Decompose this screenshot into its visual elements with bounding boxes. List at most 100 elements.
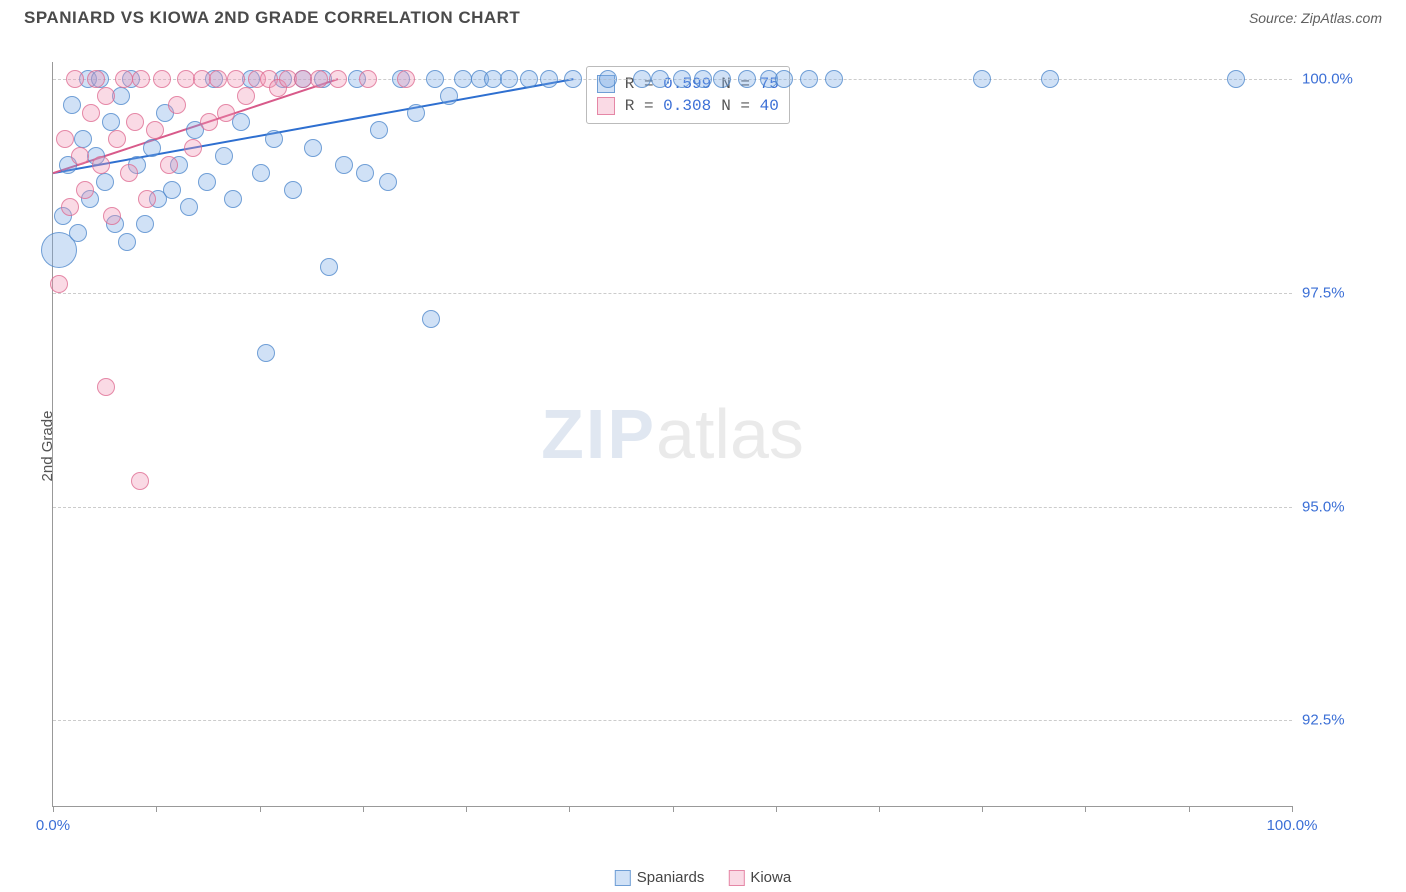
data-point — [69, 224, 87, 242]
data-point — [180, 198, 198, 216]
data-point — [97, 378, 115, 396]
data-point — [320, 258, 338, 276]
data-point — [329, 70, 347, 88]
data-point — [973, 70, 991, 88]
data-point — [61, 198, 79, 216]
y-tick-label: 92.5% — [1302, 712, 1372, 729]
source-label: Source: ZipAtlas.com — [1249, 10, 1382, 26]
trend-lines — [53, 62, 1292, 806]
data-point — [115, 70, 133, 88]
data-point — [252, 164, 270, 182]
data-point — [440, 87, 458, 105]
data-point — [304, 139, 322, 157]
data-point — [56, 130, 74, 148]
data-point — [87, 70, 105, 88]
x-tick — [1085, 806, 1086, 812]
x-tick — [156, 806, 157, 812]
data-point — [713, 70, 731, 88]
stats-row: R = 0.308 N = 40 — [597, 95, 779, 117]
data-point — [284, 181, 302, 199]
data-point — [131, 472, 149, 490]
watermark-light: atlas — [656, 395, 804, 473]
data-point — [198, 173, 216, 191]
data-point — [335, 156, 353, 174]
data-point — [92, 156, 110, 174]
data-point — [97, 87, 115, 105]
data-point — [120, 164, 138, 182]
data-point — [694, 70, 712, 88]
watermark-bold: ZIP — [541, 395, 656, 473]
x-tick — [879, 806, 880, 812]
data-point — [108, 130, 126, 148]
data-point — [50, 275, 68, 293]
data-point — [132, 70, 150, 88]
legend-bottom: Spaniards Kiowa — [615, 869, 791, 886]
x-tick — [776, 806, 777, 812]
data-point — [136, 215, 154, 233]
data-point — [103, 207, 121, 225]
data-point — [76, 181, 94, 199]
data-point — [651, 70, 669, 88]
data-point — [74, 130, 92, 148]
data-point — [800, 70, 818, 88]
data-point — [146, 121, 164, 139]
chart-area: ZIPatlas R = 0.599 N = 75 R = 0.308 N = … — [52, 62, 1292, 807]
y-tick-label: 95.0% — [1302, 498, 1372, 515]
data-point — [71, 147, 89, 165]
data-point — [540, 70, 558, 88]
data-point — [599, 70, 617, 88]
legend-swatch — [728, 870, 744, 886]
legend-item: Spaniards — [615, 869, 705, 886]
data-point — [224, 190, 242, 208]
y-tick-label: 100.0% — [1302, 71, 1372, 88]
x-tick — [260, 806, 261, 812]
data-point — [237, 87, 255, 105]
data-point — [397, 70, 415, 88]
data-point — [564, 70, 582, 88]
x-tick — [569, 806, 570, 812]
data-point — [426, 70, 444, 88]
data-point — [217, 104, 235, 122]
data-point — [138, 190, 156, 208]
data-point — [825, 70, 843, 88]
x-tick-label: 100.0% — [1267, 817, 1318, 834]
data-point — [66, 70, 84, 88]
y-tick-label: 97.5% — [1302, 284, 1372, 301]
data-point — [422, 310, 440, 328]
data-point — [163, 181, 181, 199]
gridline-h — [53, 720, 1292, 721]
data-point — [82, 104, 100, 122]
x-tick-label: 0.0% — [36, 817, 70, 834]
data-point — [184, 139, 202, 157]
legend-swatch — [615, 870, 631, 886]
data-point — [310, 70, 328, 88]
data-point — [102, 113, 120, 131]
data-point — [153, 70, 171, 88]
data-point — [356, 164, 374, 182]
data-point — [96, 173, 114, 191]
data-point — [500, 70, 518, 88]
x-tick — [466, 806, 467, 812]
data-point — [257, 344, 275, 362]
watermark: ZIPatlas — [541, 394, 804, 474]
x-tick — [982, 806, 983, 812]
data-point — [454, 70, 472, 88]
data-point — [379, 173, 397, 191]
data-point — [126, 113, 144, 131]
x-tick — [673, 806, 674, 812]
data-point — [775, 70, 793, 88]
x-tick — [1189, 806, 1190, 812]
gridline-h — [53, 507, 1292, 508]
legend-item: Kiowa — [728, 869, 791, 886]
data-point — [1227, 70, 1245, 88]
data-point — [1041, 70, 1059, 88]
legend-swatch — [597, 97, 615, 115]
data-point — [160, 156, 178, 174]
data-point — [215, 147, 233, 165]
data-point — [118, 233, 136, 251]
data-point — [63, 96, 81, 114]
data-point — [633, 70, 651, 88]
chart-title: SPANIARD VS KIOWA 2ND GRADE CORRELATION … — [24, 8, 520, 28]
data-point — [143, 139, 161, 157]
gridline-h — [53, 293, 1292, 294]
